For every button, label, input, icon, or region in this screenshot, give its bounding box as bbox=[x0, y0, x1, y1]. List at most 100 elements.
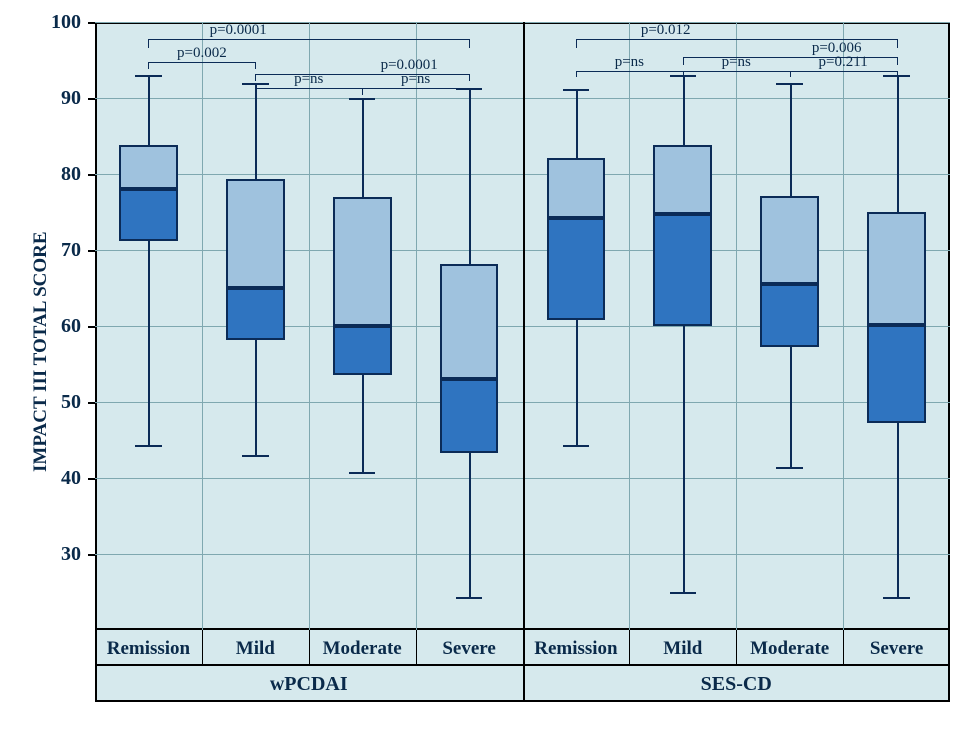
sig-bar-h bbox=[255, 88, 362, 89]
sig-label: p=ns bbox=[254, 71, 364, 88]
whisker-cap-bottom bbox=[456, 597, 482, 599]
whisker-cap-top bbox=[349, 98, 375, 100]
whisker-lower bbox=[790, 347, 792, 466]
y-axis-title: IMPACT III TOTAL SCORE bbox=[30, 231, 52, 472]
y-tick-mark bbox=[88, 478, 95, 480]
y-tick-mark bbox=[88, 326, 95, 328]
sig-bar-h bbox=[683, 71, 790, 72]
box-upper bbox=[333, 197, 392, 326]
sig-label: p=ns bbox=[681, 54, 791, 71]
whisker-cap-bottom bbox=[883, 597, 909, 599]
y-tick-mark bbox=[88, 250, 95, 252]
sig-bar-v bbox=[255, 62, 256, 70]
whisker-cap-bottom bbox=[242, 455, 268, 457]
y-tick-mark bbox=[88, 554, 95, 556]
median-line bbox=[440, 379, 499, 381]
sig-label: p=ns bbox=[361, 71, 471, 88]
x-category-label: Mild bbox=[202, 638, 309, 660]
box-lower bbox=[547, 218, 606, 320]
whisker-upper bbox=[362, 98, 364, 197]
group-separator bbox=[523, 22, 525, 702]
box-upper bbox=[440, 264, 499, 380]
y-tick-mark bbox=[88, 98, 95, 100]
whisker-upper bbox=[469, 88, 471, 264]
sig-bar-v bbox=[469, 39, 470, 47]
x-group-label: SES-CD bbox=[523, 673, 951, 696]
sig-bar-v bbox=[148, 62, 149, 70]
sig-bar-v bbox=[576, 39, 577, 47]
sig-bar-h bbox=[362, 88, 469, 89]
y-tick-label: 100 bbox=[0, 11, 81, 34]
whisker-upper bbox=[148, 75, 150, 145]
median-line bbox=[867, 325, 926, 327]
whisker-upper bbox=[790, 83, 792, 196]
whisker-lower bbox=[362, 375, 364, 472]
sig-bar-h bbox=[148, 39, 469, 40]
box-lower bbox=[867, 325, 926, 422]
whisker-cap-bottom bbox=[563, 445, 589, 447]
sig-bar-v bbox=[576, 71, 577, 78]
sig-bar-v bbox=[897, 39, 898, 47]
sig-label: p=ns bbox=[574, 54, 684, 71]
whisker-lower bbox=[255, 340, 257, 456]
whisker-cap-top bbox=[135, 75, 161, 77]
y-tick-mark bbox=[88, 22, 95, 24]
x-category-label: Moderate bbox=[309, 638, 416, 660]
sig-bar-v bbox=[255, 88, 256, 95]
box-upper bbox=[119, 145, 178, 189]
box-lower bbox=[760, 284, 819, 347]
sig-label: p=0.002 bbox=[147, 45, 257, 62]
box-lower bbox=[226, 288, 285, 340]
box-upper bbox=[547, 158, 606, 218]
whisker-cap-bottom bbox=[776, 467, 802, 469]
x-group-label: wPCDAI bbox=[95, 673, 523, 696]
sig-bar-h bbox=[576, 71, 683, 72]
box-lower bbox=[333, 326, 392, 375]
y-tick-mark bbox=[88, 174, 95, 176]
whisker-cap-bottom bbox=[349, 472, 375, 474]
whisker-upper bbox=[897, 75, 899, 212]
sig-bar-h bbox=[790, 71, 897, 72]
whisker-cap-top bbox=[563, 89, 589, 91]
sig-bar-v bbox=[897, 71, 898, 78]
whisker-upper bbox=[576, 89, 578, 158]
y-tick-mark bbox=[88, 402, 95, 404]
x-category-label: Mild bbox=[629, 638, 736, 660]
whisker-lower bbox=[897, 423, 899, 598]
x-category-label: Severe bbox=[416, 638, 523, 660]
x-category-label: Remission bbox=[95, 638, 202, 660]
box-lower bbox=[440, 379, 499, 453]
whisker-lower bbox=[683, 326, 685, 592]
whisker-cap-bottom bbox=[135, 445, 161, 447]
sig-label: p=0.211 bbox=[788, 54, 898, 71]
sig-bar-v bbox=[683, 71, 684, 78]
gridline-v bbox=[843, 22, 844, 630]
box-upper bbox=[653, 145, 712, 214]
sig-bar-v bbox=[362, 88, 363, 95]
median-line bbox=[333, 326, 392, 328]
gridline-v bbox=[416, 22, 417, 630]
sig-bar-h bbox=[148, 62, 255, 63]
box-upper bbox=[226, 179, 285, 288]
whisker-cap-top bbox=[776, 83, 802, 85]
sig-label: p=0.0001 bbox=[183, 22, 293, 39]
y-tick-label: 90 bbox=[0, 87, 81, 110]
x-category-label: Severe bbox=[843, 638, 950, 660]
x-category-label: Moderate bbox=[736, 638, 843, 660]
box-upper bbox=[867, 212, 926, 325]
x-category-label: Remission bbox=[523, 638, 630, 660]
median-line bbox=[653, 214, 712, 216]
box-lower bbox=[119, 189, 178, 241]
sig-label: p=0.012 bbox=[611, 22, 721, 39]
median-line bbox=[760, 284, 819, 286]
gridline-v bbox=[202, 22, 203, 630]
gridline-v bbox=[736, 22, 737, 630]
whisker-lower bbox=[576, 320, 578, 445]
box-upper bbox=[760, 196, 819, 284]
whisker-lower bbox=[148, 241, 150, 445]
whisker-cap-bottom bbox=[670, 592, 696, 594]
median-line bbox=[547, 218, 606, 220]
whisker-upper bbox=[255, 83, 257, 180]
whisker-upper bbox=[683, 75, 685, 145]
median-line bbox=[226, 288, 285, 290]
